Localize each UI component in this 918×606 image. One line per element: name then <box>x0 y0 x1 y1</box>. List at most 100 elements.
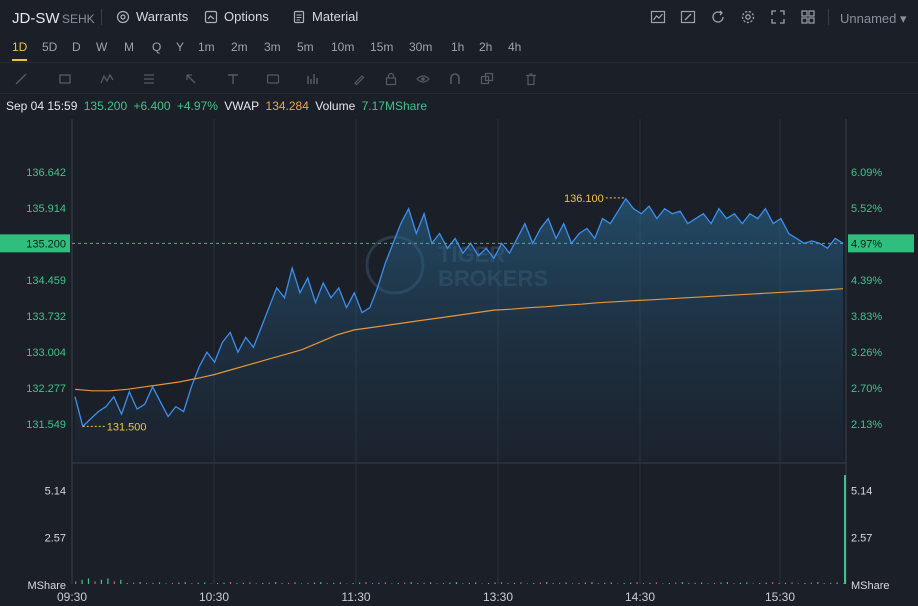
measure-tool-icon[interactable] <box>306 72 320 86</box>
volume-bar <box>584 582 586 584</box>
options-icon <box>204 10 218 23</box>
rectangle-tool-icon[interactable] <box>58 72 72 86</box>
volume-bar <box>268 582 270 584</box>
percent-tick-label: 2.13% <box>851 419 882 431</box>
pencil-icon[interactable] <box>352 72 366 86</box>
fullscreen-icon[interactable] <box>770 9 786 25</box>
volume-bar <box>442 583 445 584</box>
period-tab-m[interactable]: M <box>124 40 134 54</box>
lock-icon[interactable] <box>384 72 398 86</box>
volume-bar <box>100 579 102 584</box>
volume-bar <box>623 583 625 584</box>
trendline-tool-icon[interactable] <box>14 72 28 86</box>
wave-tool-icon[interactable] <box>100 72 114 86</box>
layout-name: Unnamed <box>840 11 897 26</box>
period-tab-5d[interactable]: 5D <box>42 40 58 54</box>
volume-tick-label: 5.14 <box>851 486 872 498</box>
draw-icon[interactable] <box>680 9 696 25</box>
copy-icon[interactable] <box>480 72 494 86</box>
volume-bar <box>694 582 696 584</box>
period-tab-5m[interactable]: 5m <box>297 40 314 54</box>
period-tab-30m[interactable]: 30m <box>409 40 433 54</box>
volume-bar <box>133 582 135 584</box>
time-tick-label: 10:30 <box>199 590 229 604</box>
layout-grid-icon[interactable] <box>800 9 816 25</box>
quote-datetime: Sep 04 15:59 <box>6 99 78 113</box>
volume-bar <box>488 583 490 584</box>
volume-tick-label: 2.57 <box>45 532 66 544</box>
period-tab-10m[interactable]: 10m <box>331 40 355 54</box>
text-tool-icon[interactable] <box>226 72 240 86</box>
fibonacci-tool-icon[interactable] <box>142 72 156 86</box>
volume-bar <box>165 583 167 584</box>
volume-bar <box>288 582 290 584</box>
volume-bar <box>765 582 767 584</box>
label-tool-icon[interactable] <box>266 72 280 86</box>
volume-bar <box>655 582 657 584</box>
volume-bar <box>455 582 457 584</box>
period-tab-y[interactable]: Y <box>176 40 185 54</box>
volume-bar <box>223 582 225 584</box>
volume-bar <box>513 582 516 584</box>
volume-unit-label: MShare <box>851 580 890 592</box>
volume-bar <box>507 583 509 584</box>
period-tab-15m[interactable]: 15m <box>370 40 394 54</box>
period-tab-1h[interactable]: 1h <box>451 40 465 54</box>
warrants-icon <box>116 10 130 23</box>
period-tab-w[interactable]: W <box>96 40 108 54</box>
volume-bar <box>468 582 470 584</box>
options-button[interactable]: Options <box>204 9 269 24</box>
time-tick-label: 13:30 <box>483 590 513 604</box>
volume-unit-label: MShare <box>27 580 66 592</box>
period-tab-4h[interactable]: 4h <box>508 40 522 54</box>
volume-bar <box>675 582 677 584</box>
time-tick-label: 11:30 <box>341 590 370 604</box>
trash-icon[interactable] <box>524 72 538 86</box>
magnet-icon[interactable] <box>448 72 462 86</box>
volume-bar <box>642 583 645 584</box>
symbol-label[interactable]: JD-SW <box>12 10 60 27</box>
period-tab-d[interactable]: D <box>72 40 81 54</box>
volume-bar <box>436 583 438 584</box>
volume-bar <box>571 583 574 584</box>
volume-bar <box>120 579 122 584</box>
price-tick-label: 131.549 <box>26 419 66 431</box>
volume-bar <box>423 582 425 584</box>
volume-bar <box>262 583 264 584</box>
material-button[interactable]: Material <box>292 9 358 24</box>
time-tick-label: 15:30 <box>765 590 795 604</box>
volume-bar <box>565 582 567 584</box>
percent-tick-label: 5.52% <box>851 203 882 215</box>
volume-bar <box>526 583 528 584</box>
volume-bar <box>217 583 219 584</box>
volume-bar <box>242 582 244 584</box>
percent-tick-label: 4.39% <box>851 275 882 287</box>
period-tab-q[interactable]: Q <box>152 40 162 54</box>
layout-name-dropdown[interactable]: Unnamed ▾ <box>840 11 907 26</box>
volume-bar <box>171 583 173 584</box>
period-tab-2m[interactable]: 2m <box>231 40 248 54</box>
volume-bar <box>94 581 96 584</box>
volume-value: 7.17MShare <box>361 99 427 113</box>
arrow-tool-icon[interactable] <box>184 72 198 86</box>
indicator-icon[interactable] <box>650 9 666 25</box>
volume-bar <box>546 582 548 584</box>
percent-tick-label: 6.09% <box>851 167 882 179</box>
settings-icon[interactable] <box>740 9 756 25</box>
exchange-label: SEHK <box>62 12 95 26</box>
volume-bar <box>397 583 399 584</box>
volume-bar <box>843 583 845 584</box>
volume-bar <box>681 582 683 584</box>
period-tab-3m[interactable]: 3m <box>264 40 281 54</box>
warrants-button[interactable]: Warrants <box>116 9 188 24</box>
period-tab-1m[interactable]: 1m <box>198 40 215 54</box>
volume-bar <box>726 582 728 584</box>
period-tab-2h[interactable]: 2h <box>479 40 493 54</box>
eye-icon[interactable] <box>416 72 430 86</box>
period-tab-1d[interactable]: 1D <box>12 40 28 54</box>
percent-tick-label: 3.83% <box>851 311 882 323</box>
volume-bar <box>520 582 522 584</box>
refresh-icon[interactable] <box>710 9 726 25</box>
quote-change-pct: +4.97% <box>176 99 218 113</box>
